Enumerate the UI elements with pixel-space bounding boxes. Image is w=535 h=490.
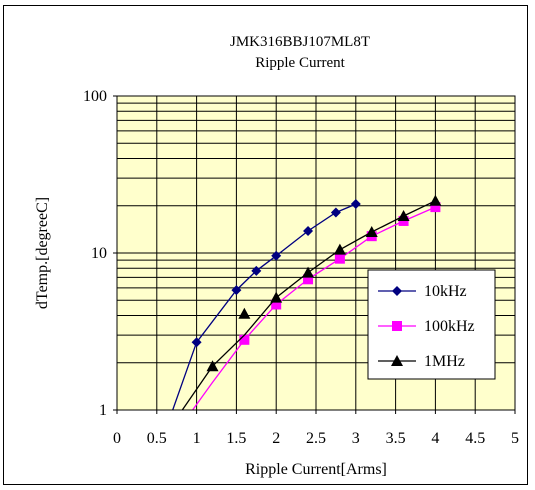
legend-item: 1MHz <box>378 353 465 370</box>
x-tick-label: 5 <box>511 430 519 447</box>
data-point <box>334 253 345 264</box>
data-point <box>330 207 341 218</box>
data-point <box>271 299 282 310</box>
legend-label: 100kHz <box>424 318 475 335</box>
x-tick-label: 2.5 <box>306 430 326 447</box>
y-tick-label: 10 <box>91 245 107 262</box>
series-10kHz <box>172 199 361 411</box>
x-tick-label: 1.5 <box>226 430 246 447</box>
data-point <box>430 202 441 213</box>
x-tick-label: 0.5 <box>147 430 167 447</box>
data-point <box>238 307 251 319</box>
x-tick-label: 4 <box>431 430 439 447</box>
x-tick-label: 0 <box>113 430 121 447</box>
legend-marker <box>392 321 402 331</box>
x-tick-label: 4.5 <box>465 430 485 447</box>
x-tick-label: 3 <box>352 430 360 447</box>
data-point <box>251 265 262 276</box>
data-point <box>429 194 442 206</box>
data-point <box>333 243 346 255</box>
axes: 0 0.5 1 1.5 2 2.5 3 3.5 4 4.5 5 1 10 100 <box>83 88 519 447</box>
legend-marker <box>392 286 402 296</box>
x-tick-label: 1 <box>193 430 201 447</box>
data-point <box>239 334 250 345</box>
series-1MHz <box>181 194 442 411</box>
series-line <box>172 203 357 411</box>
legend-marker <box>391 355 403 366</box>
data-point <box>270 291 283 303</box>
data-point <box>271 250 282 261</box>
data-point <box>397 210 410 222</box>
y-tick-label: 100 <box>83 88 107 105</box>
data-point <box>303 274 314 285</box>
legend: 10kHz 100kHz 1MHz <box>367 269 496 380</box>
x-axis-label: Ripple Current[Arms] <box>245 461 387 478</box>
series-layer <box>172 194 442 411</box>
x-tick-label: 2 <box>272 430 280 447</box>
data-point <box>191 337 202 348</box>
chart-title: JMK316BBJ107ML8T <box>230 34 370 50</box>
data-point <box>365 226 378 238</box>
legend-item: 100kHz <box>378 318 475 335</box>
legend-label: 1MHz <box>424 353 465 370</box>
data-point <box>302 266 315 278</box>
y-tick-label: 1 <box>99 402 107 419</box>
data-point <box>231 285 242 296</box>
x-tick-label: 3.5 <box>386 430 406 447</box>
legend-item: 10kHz <box>378 283 467 300</box>
chart-subtitle: Ripple Current <box>255 55 345 71</box>
data-point <box>303 226 314 237</box>
legend-label: 10kHz <box>424 283 467 300</box>
data-point <box>350 199 361 210</box>
y-axis-label: dTemp.[degreeC] <box>34 197 51 309</box>
data-point <box>206 360 219 372</box>
